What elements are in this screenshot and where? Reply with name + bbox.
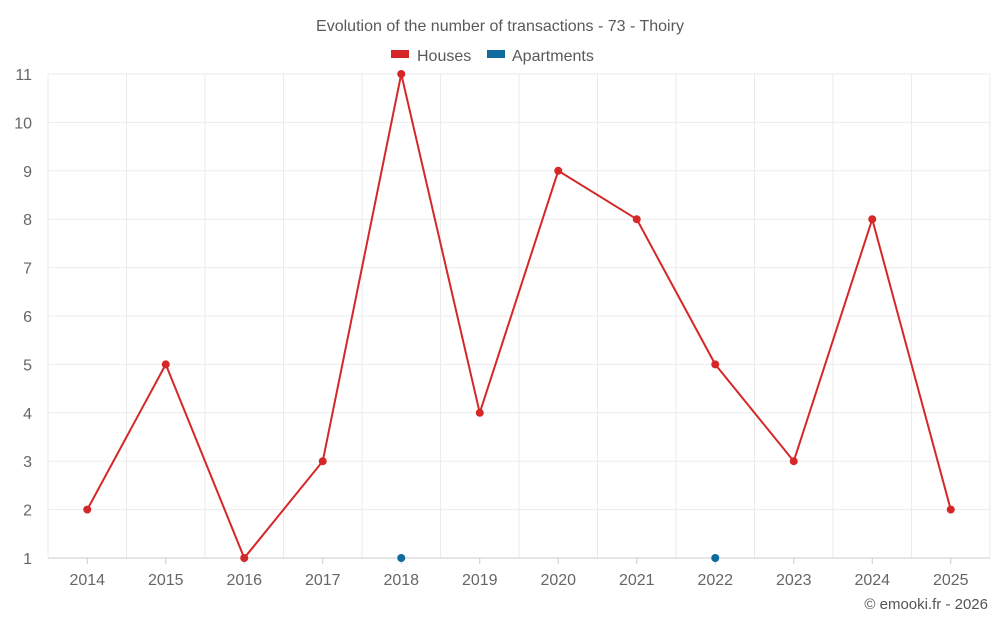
legend-label-houses[interactable]: Houses — [417, 48, 471, 65]
data-point-houses[interactable] — [83, 505, 92, 514]
y-tick-label: 6 — [23, 309, 32, 326]
x-tick-label: 2023 — [776, 572, 812, 589]
series-line-houses — [86, 73, 952, 560]
data-point-houses[interactable] — [632, 215, 641, 224]
legend-swatch-houses — [391, 50, 409, 58]
legend: Houses Apartments — [391, 48, 594, 65]
x-tick-label: 2015 — [148, 572, 184, 589]
data-point-houses[interactable] — [946, 505, 955, 514]
y-tick-label: 2 — [23, 503, 32, 520]
y-tick-label: 11 — [15, 67, 32, 84]
y-tick-label: 1 — [23, 551, 32, 568]
x-tick-label: 2017 — [305, 572, 341, 589]
data-point-houses[interactable] — [868, 215, 877, 224]
y-tick-label: 7 — [23, 261, 32, 278]
legend-label-apartments[interactable]: Apartments — [512, 48, 594, 65]
data-point-houses[interactable] — [161, 360, 170, 369]
y-tick-label: 10 — [14, 115, 32, 132]
x-tick-label: 2019 — [462, 572, 498, 589]
x-tick-label: 2018 — [383, 572, 419, 589]
x-tick-label: 2025 — [933, 572, 969, 589]
y-tick-label: 9 — [23, 164, 32, 181]
legend-swatch-apartments — [487, 50, 505, 58]
y-axis: 1 2 3 4 5 6 7 8 9 10 11 — [14, 67, 32, 568]
data-point-houses[interactable] — [318, 457, 327, 466]
data-point-houses[interactable] — [475, 408, 484, 417]
credit-text: © emooki.fr - 2026 — [864, 596, 988, 613]
y-tick-label: 3 — [23, 454, 32, 471]
x-tick-label: 2021 — [619, 572, 655, 589]
x-tick-label: 2024 — [854, 572, 890, 589]
y-tick-label: 4 — [23, 406, 32, 423]
data-point-houses[interactable] — [711, 360, 720, 369]
y-tick-label: 8 — [23, 212, 32, 229]
data-point-houses[interactable] — [554, 166, 563, 175]
data-point-houses[interactable] — [240, 554, 249, 562]
x-axis: 2014 2015 2016 2017 2018 2019 2020 2021 2022 2023… — [48, 557, 990, 589]
data-point-apartments[interactable] — [397, 554, 406, 562]
x-tick-label: 2014 — [69, 572, 105, 589]
x-tick-label: 2022 — [697, 572, 733, 589]
data-point-houses[interactable] — [789, 457, 798, 466]
data-point-apartments[interactable] — [711, 554, 720, 562]
data-point-houses[interactable] — [397, 70, 406, 78]
y-tick-label: 5 — [23, 357, 32, 374]
chart-title: Evolution of the number of transactions … — [316, 18, 684, 35]
gridlines — [47, 73, 991, 558]
x-tick-label: 2020 — [540, 572, 576, 589]
series — [83, 70, 955, 562]
x-tick-label: 2016 — [226, 572, 262, 589]
